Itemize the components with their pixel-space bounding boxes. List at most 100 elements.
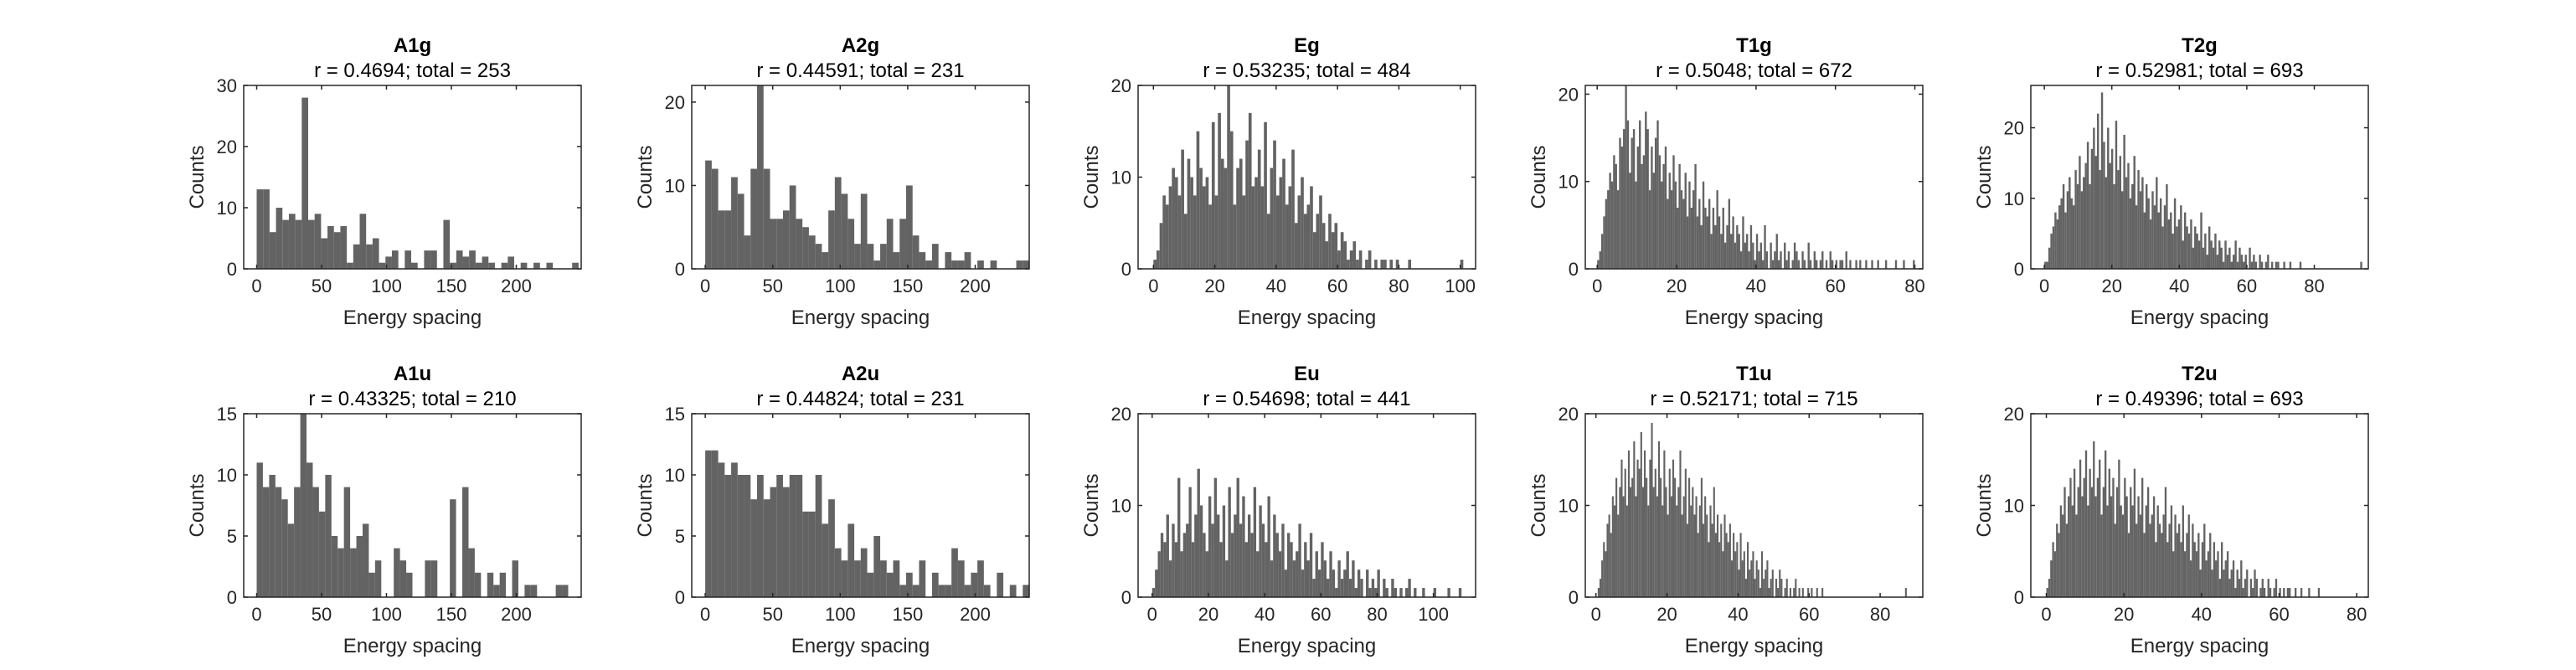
histogram-bar [1340,579,1344,597]
histogram-bar [2086,142,2089,269]
histogram-bar [1607,190,1610,269]
histogram-bar [802,511,809,597]
histogram-bar [2193,542,2196,597]
histogram-bar [1309,533,1313,597]
histogram-bars [705,85,1029,269]
histogram-bar [1720,234,1723,269]
histogram-bar [750,499,758,597]
x-axis-label: Energy spacing [343,635,482,657]
histogram-bar [770,219,777,269]
histogram-bar [1690,208,1693,269]
x-axis-label: Energy spacing [2130,307,2269,329]
histogram-bar [2075,514,2078,597]
histogram-bar [1816,588,1818,597]
histogram-bar [1793,588,1795,597]
x-tick-label: 0 [700,276,710,296]
histogram-bar [964,252,971,269]
histogram-bar [1273,140,1276,269]
histogram-bar [1610,533,1612,597]
histogram-bar [1678,163,1681,269]
histogram-bar [1746,234,1749,269]
histogram-bar [424,250,431,269]
histogram-bar [2259,255,2261,269]
histogram-bar [1668,468,1671,597]
histogram-bar [1743,551,1745,597]
histogram-bar [1647,505,1650,597]
histogram-bar [1284,570,1287,597]
histogram-bar [1821,588,1824,597]
histogram-bar [1763,579,1765,597]
histogram-bar [1677,487,1680,597]
histogram-bar [1168,186,1172,269]
histogram-bar [711,168,719,269]
histogram-bar [1222,505,1226,597]
histogram-bar [1211,121,1215,269]
histogram-bar [1285,204,1289,269]
histogram-bar [1674,181,1677,269]
x-tick-label: 150 [893,276,924,296]
histogram-bar [2232,255,2235,269]
histogram-bar [2108,468,2110,597]
histogram-bar [2273,588,2275,597]
histogram-bar [1377,570,1380,597]
histogram-bar [1312,232,1316,269]
histogram-bar [1770,579,1772,597]
histogram-bar [1774,251,1776,269]
histogram-bar [2173,198,2177,269]
histogram-bar [2228,579,2231,597]
histogram-bar [1609,173,1611,269]
x-tick-label: 40 [1255,604,1275,625]
y-tick-label: 0 [1121,587,1131,608]
y-tick-label: 10 [2004,188,2024,209]
histogram-bar [2056,523,2058,597]
histogram-bar [899,219,906,269]
histogram-bar [2360,261,2362,269]
histogram-bar [2100,514,2103,597]
histogram-bar [1211,523,1214,597]
histogram-bar [1389,260,1394,269]
histogram-bar [1414,588,1417,597]
histogram-bar [789,475,796,597]
histogram-bar [1667,198,1669,269]
histogram-bar [2158,523,2161,597]
histogram-bar [295,219,302,269]
histogram-bar [1642,155,1646,269]
y-tick-label: 0 [1569,259,1579,280]
histogram-bar [1733,533,1735,597]
histogram-bar [2263,588,2266,597]
histogram-bar [2052,226,2055,269]
histogram-bar [2204,233,2207,269]
panel-subtitle: r = 0.52981; total = 693 [2095,59,2303,82]
histogram-bar [1831,260,1834,269]
histogram-bar [347,262,353,269]
histogram-bar [262,487,270,597]
histogram-bar [2201,542,2204,597]
histogram-bar [905,185,913,269]
histogram-bar [2103,142,2105,269]
histogram-bar [331,536,338,597]
histogram-bar [2070,198,2073,269]
histogram-bar [512,560,518,597]
histogram-bar [1337,560,1341,597]
histogram-bar [1913,260,1915,269]
histogram-bar [2139,191,2142,269]
histogram-panel-a1u: 0 50 100 150 200 0 5 10 15 A1u r = 0.43325; total … [186,363,582,657]
histogram-bar [450,499,456,597]
histogram-bar [1180,551,1183,597]
histogram-bar [1597,588,1600,597]
histogram-bar [724,210,732,269]
histogram-bar [1286,533,1291,597]
histogram-bar [1335,588,1338,597]
histogram-bar [2240,255,2244,269]
x-tick-label: 60 [1327,276,1347,296]
histogram-bar [1771,570,1774,597]
histogram-bar [2129,198,2132,269]
axes-frame [243,85,582,270]
histogram-bar [2161,533,2163,597]
histogram-bar [1720,523,1723,597]
histogram-bar [1663,450,1666,597]
histogram-bar [1340,232,1344,269]
histogram-bar [469,250,476,269]
histogram-bar [1722,208,1724,269]
histogram-bar [1839,260,1842,269]
